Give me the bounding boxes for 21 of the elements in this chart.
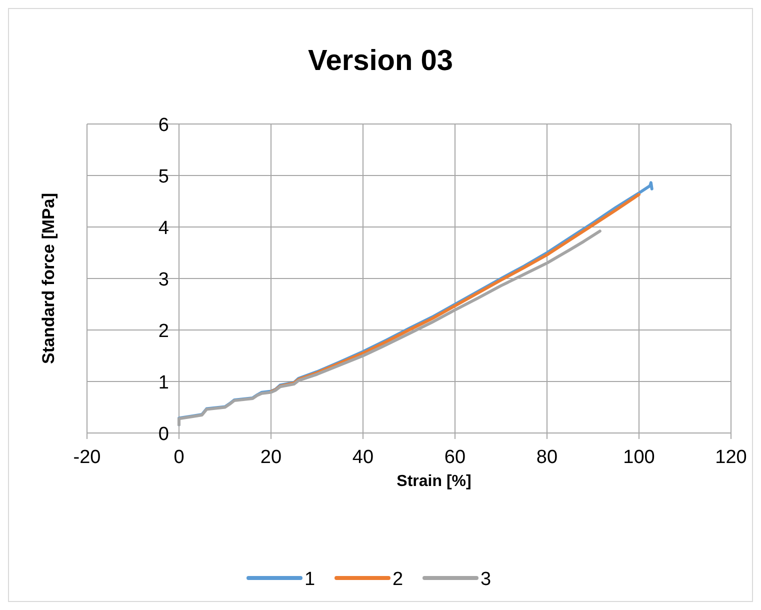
- x-tick-label: 120: [715, 447, 747, 468]
- x-tick-label: 40: [352, 447, 374, 468]
- x-tick-label: -20: [73, 447, 101, 468]
- y-tick-label: 4: [158, 218, 170, 239]
- chart-title: Version 03: [308, 45, 454, 77]
- x-tick-label: 100: [623, 447, 655, 468]
- legend-label: 2: [392, 569, 404, 590]
- x-tick-label: 20: [260, 447, 282, 468]
- y-tick-label: 1: [158, 372, 169, 394]
- x-axis-title: Strain [%]: [396, 473, 472, 490]
- y-tick-label: 2: [158, 321, 169, 342]
- legend-label: 1: [304, 569, 316, 590]
- y-tick-label: 3: [158, 270, 169, 290]
- y-tick-label: 5: [158, 166, 169, 188]
- x-tick-label: 80: [536, 447, 558, 468]
- y-tick-label: 0: [158, 424, 169, 445]
- y-axis-title: Standard force [MPa]: [39, 193, 58, 364]
- x-tick-label: 0: [174, 447, 184, 468]
- y-tick-label: 6: [158, 115, 169, 136]
- legend-label: 3: [480, 569, 492, 590]
- x-tick-label: 60: [444, 447, 466, 468]
